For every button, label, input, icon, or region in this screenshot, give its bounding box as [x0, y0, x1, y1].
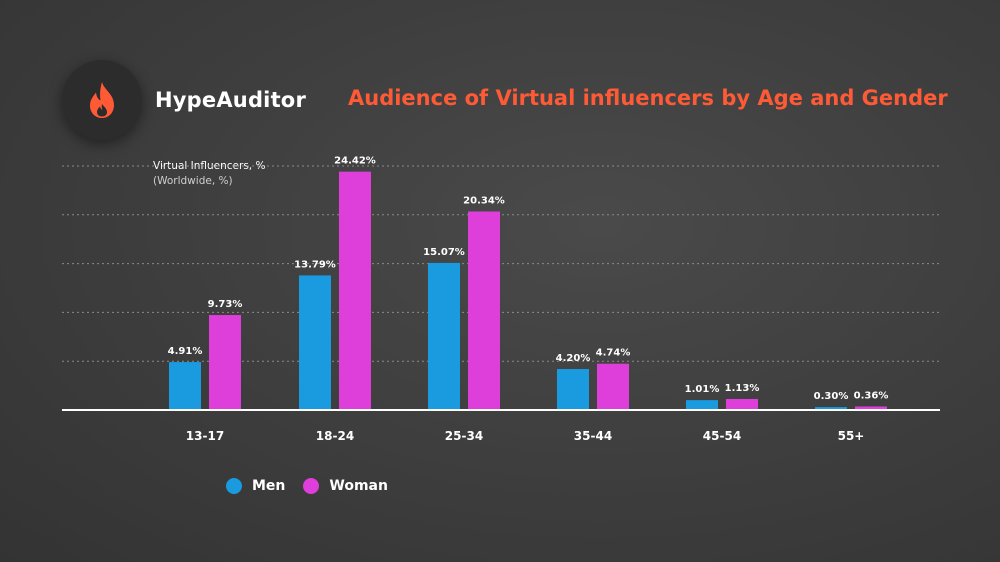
data-label: 1.01% [685, 384, 720, 395]
data-label: 9.73% [208, 299, 243, 310]
logo-badge [62, 60, 142, 140]
bar-men [169, 362, 201, 410]
legend-swatch-woman [303, 478, 320, 494]
x-tick-label: 55+ [838, 429, 865, 443]
y-axis-label: Virtual Influencers, % [153, 160, 266, 172]
y-axis-sublabel: (Worldwide, %) [153, 175, 233, 187]
flame-icon [90, 82, 114, 118]
legend-label-woman: Woman [329, 478, 388, 494]
data-label: 0.30% [814, 391, 849, 402]
bar-men [815, 407, 847, 410]
bar-woman [209, 315, 241, 410]
data-label: 4.74% [596, 348, 631, 359]
x-tick-label: 18-24 [316, 429, 354, 443]
chart-title: Audience of Virtual influencers by Age a… [348, 86, 948, 110]
bar-men [686, 400, 718, 410]
legend: Men Woman [226, 478, 406, 494]
data-label: 0.36% [854, 390, 889, 401]
brand-name: HypeAuditor [155, 88, 306, 112]
data-label: 4.20% [556, 353, 591, 364]
data-label: 15.07% [423, 247, 465, 258]
x-tick-label: 35-44 [574, 429, 612, 443]
bar-woman [339, 171, 371, 410]
x-tick-label: 45-54 [703, 429, 741, 443]
bar-woman [468, 211, 500, 410]
data-label: 13.79% [294, 259, 336, 270]
legend-swatch-men [226, 478, 242, 494]
data-label: 20.34% [463, 195, 505, 206]
bar-woman [597, 363, 629, 410]
x-tick-label: 25-34 [445, 429, 483, 443]
data-label: 24.42% [334, 156, 376, 167]
bar-men [428, 262, 460, 410]
bar-men [299, 275, 331, 410]
bar-woman [726, 398, 758, 410]
legend-label-men: Men [252, 478, 286, 494]
data-label: 4.91% [168, 346, 203, 357]
bar-woman [855, 406, 887, 410]
legend-item-men: Men [226, 478, 285, 494]
data-label: 1.13% [725, 383, 760, 394]
x-tick-label: 13-17 [186, 429, 224, 443]
legend-item-woman: Woman [303, 478, 388, 494]
bar-men [557, 369, 589, 410]
